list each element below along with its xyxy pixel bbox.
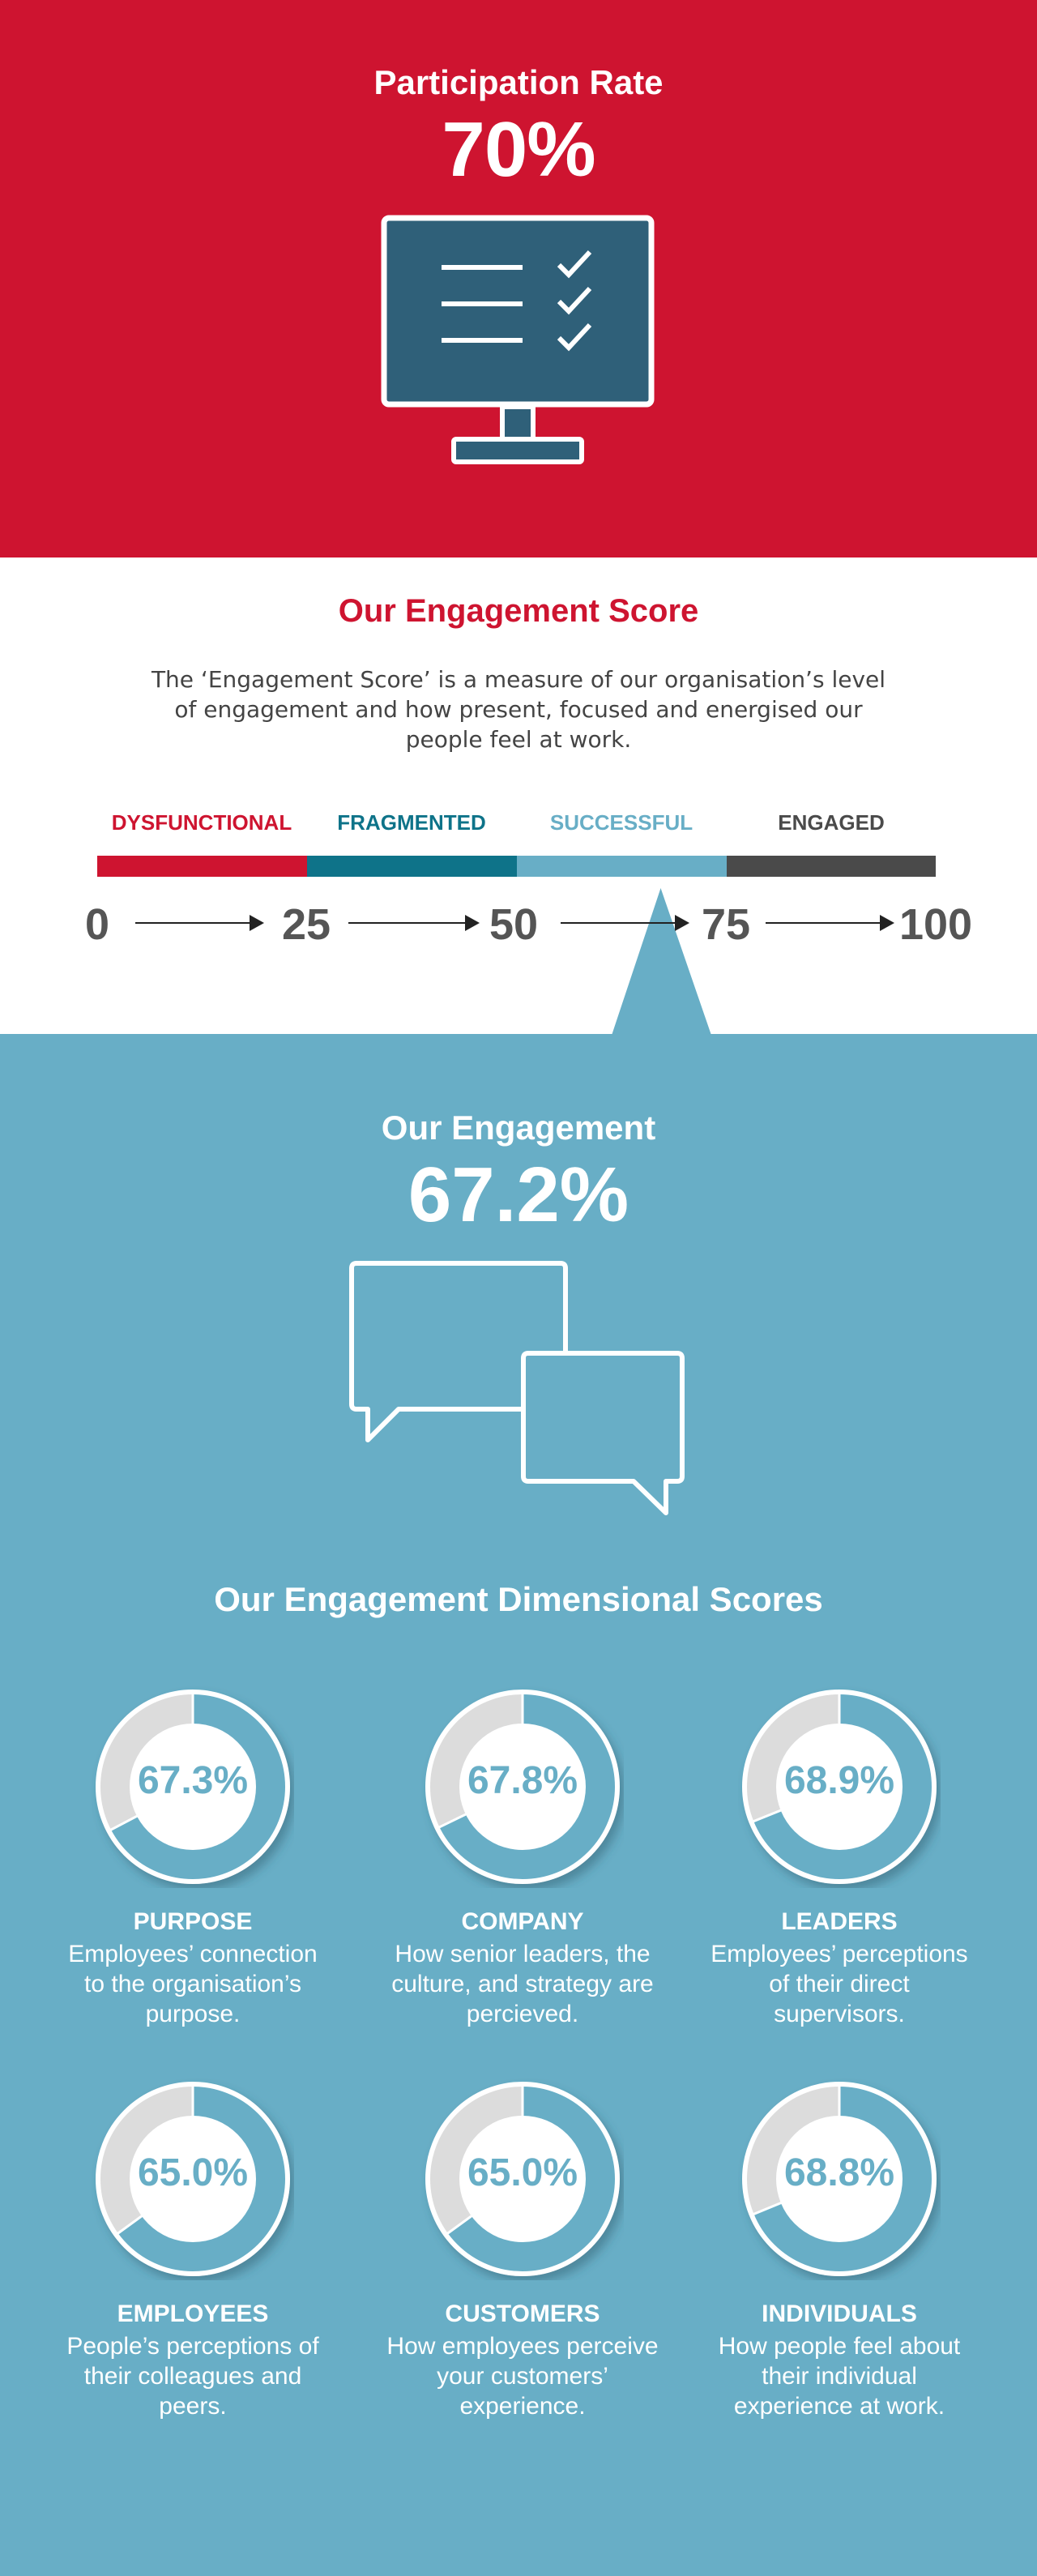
donut-hole	[459, 1724, 586, 1850]
dimension-name: LEADERS	[781, 1908, 898, 1935]
dimension-description: How senior leaders, the culture, and str…	[391, 1941, 654, 2027]
donut-outline	[427, 2083, 618, 2275]
scale-label-fragmented: FRAGMENTED	[337, 810, 486, 835]
scale-arrow	[561, 915, 689, 931]
scale-tick-100: 100	[898, 900, 973, 949]
donut-value: 65.0%	[137, 2151, 249, 2194]
scale-arrow	[135, 915, 264, 931]
donut-chart	[96, 2082, 290, 2276]
donut-value: 68.8%	[783, 2151, 895, 2194]
donut-hole	[776, 2116, 903, 2242]
scale-label-engaged: ENGAGED	[778, 810, 885, 835]
dimension-name: CUSTOMERS	[445, 2300, 600, 2327]
donut-chart	[425, 1690, 620, 1884]
dimension-name: PURPOSE	[133, 1908, 253, 1935]
donut-value: 65.0%	[467, 2151, 578, 2194]
dimension-description: Employees’ connection to the organisatio…	[68, 1941, 318, 2027]
donut-outline	[427, 1691, 618, 1882]
scale-label-successful: SUCCESSFUL	[549, 810, 693, 835]
donut-chart	[96, 1690, 290, 1884]
donut-chart	[742, 1690, 937, 1884]
dimension-description: People’s perceptions of their colleagues…	[66, 2333, 319, 2420]
donut-value: 68.9%	[783, 1759, 895, 1802]
participation-section: Participation Rate 70%	[0, 0, 1037, 557]
dimension-name: EMPLOYEES	[117, 2300, 269, 2327]
dimension-description: How employees perceive your customers’ e…	[386, 2333, 659, 2420]
our-engagement-value: 67.2%	[408, 1151, 629, 1238]
donut-chart	[425, 2082, 620, 2276]
scale-bars	[97, 856, 936, 877]
scale-bar-engaged	[727, 856, 936, 877]
dimensional-scores-title: Our Engagement Dimensional Scores	[214, 1580, 823, 1618]
donut-hole	[459, 2116, 586, 2242]
donut-hole	[776, 1724, 903, 1850]
scale-label-dysfunctional: DYSFUNCTIONAL	[111, 810, 292, 835]
donut-outline	[97, 2083, 288, 2275]
donut-outline	[744, 2083, 935, 2275]
engagement-score-section: Our Engagement Score The ‘Engagement Sco…	[0, 557, 1037, 1034]
participation-value: 70%	[442, 106, 595, 193]
our-engagement-title: Our Engagement	[381, 1109, 656, 1147]
scale-arrow	[766, 915, 894, 931]
donut-outline	[744, 1691, 935, 1882]
donut-hole	[130, 1724, 256, 1850]
scale-labels: DYSFUNCTIONAL FRAGMENTED SUCCESSFUL ENGA…	[97, 810, 936, 843]
donut-value: 67.3%	[137, 1759, 249, 1802]
speech-bubbles-icon	[349, 1261, 685, 1515]
scale-bar-fragmented	[307, 856, 517, 877]
scale-ticks: 0 25 50 75 100	[0, 899, 1037, 949]
donut-outline	[97, 1691, 288, 1882]
scale-tick-0: 0	[84, 900, 110, 949]
scale-tick-50: 50	[489, 900, 539, 949]
donut-hole	[130, 2116, 256, 2242]
donut-chart	[742, 2082, 937, 2276]
scale-arrow	[348, 915, 480, 931]
scale-bar-dysfunctional	[97, 856, 307, 877]
donut-value: 67.8%	[467, 1759, 578, 1802]
dimension-description: How people feel about their individual e…	[718, 2333, 961, 2420]
scale-tick-75: 75	[701, 900, 751, 949]
scale-tick-25: 25	[281, 900, 331, 949]
dimension-name: INDIVIDUALS	[762, 2300, 917, 2327]
engagement-score-title: Our Engagement Score	[338, 593, 699, 629]
dimension-name: COMPANY	[461, 1908, 584, 1935]
participation-title: Participation Rate	[373, 63, 664, 101]
checklist-monitor-icon	[381, 215, 655, 464]
scale-bar-successful	[517, 856, 727, 877]
dimension-description: Employees’ perceptions of their direct s…	[711, 1941, 968, 2027]
engagement-score-description: The ‘Engagement Score’ is a measure of o…	[151, 666, 886, 753]
